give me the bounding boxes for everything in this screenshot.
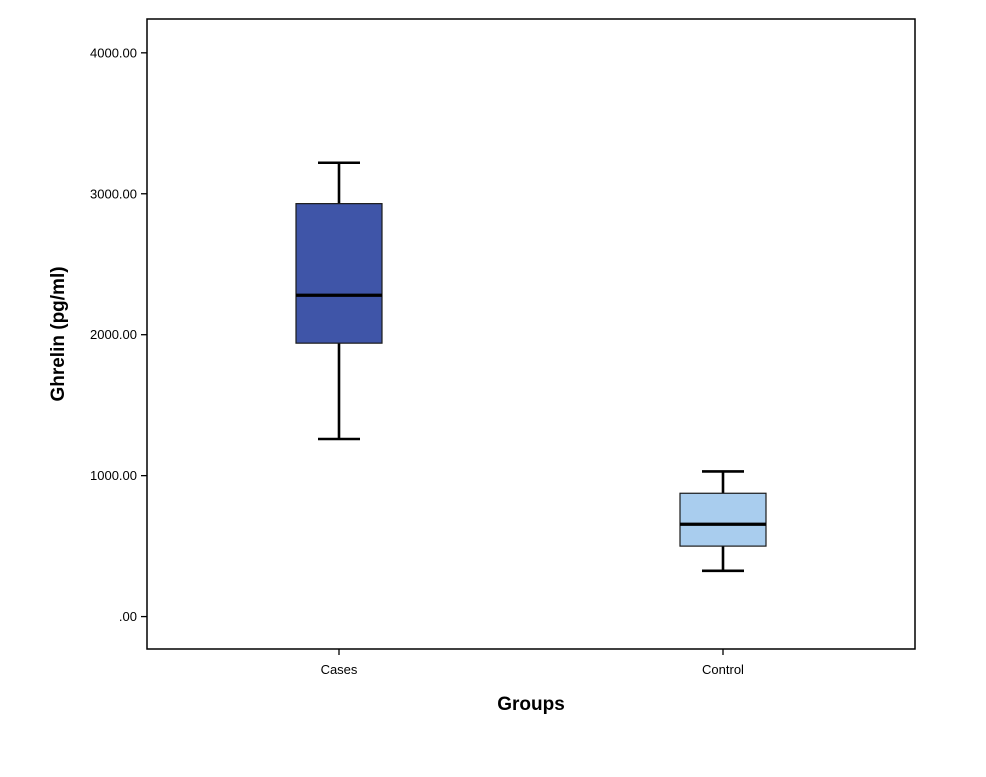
plot-frame: [146, 18, 916, 650]
x-axis-title: Groups: [497, 694, 565, 715]
iqr-box: [679, 492, 767, 547]
y-tick-label: .00: [119, 609, 137, 624]
y-tick-label: 1000.00: [90, 468, 137, 483]
y-axis-title: Ghrelin (pg/ml): [48, 266, 69, 401]
iqr-box: [295, 203, 383, 344]
y-tick-label: 2000.00: [90, 327, 137, 342]
x-axis: Cases Control: [321, 649, 744, 677]
box-control: [679, 470, 767, 573]
y-tick-label: 4000.00: [90, 45, 137, 60]
x-tick-label: Control: [702, 662, 744, 677]
x-tick-label: Cases: [321, 662, 358, 677]
box-cases: [295, 161, 383, 441]
y-axis: .00 1000.00 2000.00 3000.00 4000.00: [90, 45, 147, 624]
box-series: [295, 161, 767, 573]
y-tick-label: 3000.00: [90, 186, 137, 201]
